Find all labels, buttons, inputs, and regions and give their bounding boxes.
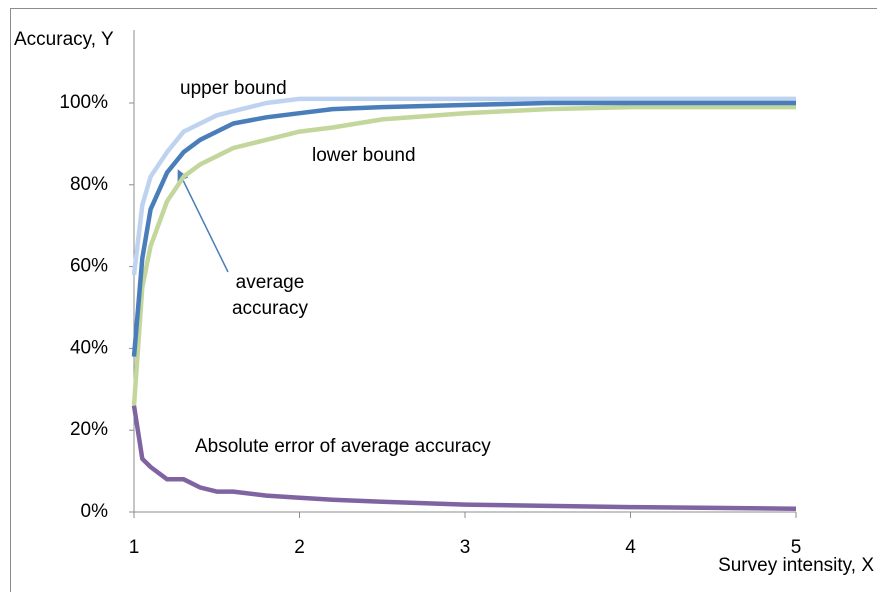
x-tick-label: 2	[294, 537, 305, 558]
y-tick-label: 40%	[70, 337, 108, 358]
y-axis-title: Accuracy, Y	[14, 29, 114, 50]
y-tick-label: 100%	[59, 92, 108, 113]
x-tick-label: 3	[460, 537, 471, 558]
x-tick-label: 5	[791, 537, 802, 558]
series-label: average accuracy	[231, 272, 309, 319]
x-axis-title: Survey intensity, X	[718, 555, 874, 576]
chart-frame	[10, 8, 877, 592]
series-label: lower bound	[312, 145, 416, 166]
series-line	[131, 100, 796, 357]
x-tick-label: 1	[129, 537, 140, 558]
series-line	[131, 405, 797, 511]
series-label: upper bound	[180, 78, 287, 99]
y-tick-label: 80%	[70, 174, 108, 195]
y-tick-label: 60%	[70, 256, 108, 277]
y-tick-label: 0%	[81, 501, 109, 522]
y-tick-label: 20%	[70, 419, 108, 440]
series-line	[131, 104, 796, 406]
x-tick-label: 4	[625, 537, 636, 558]
annotation-arrow	[177, 169, 229, 273]
series-line	[131, 96, 796, 276]
series-label: Absolute error of average accuracy	[195, 436, 491, 457]
